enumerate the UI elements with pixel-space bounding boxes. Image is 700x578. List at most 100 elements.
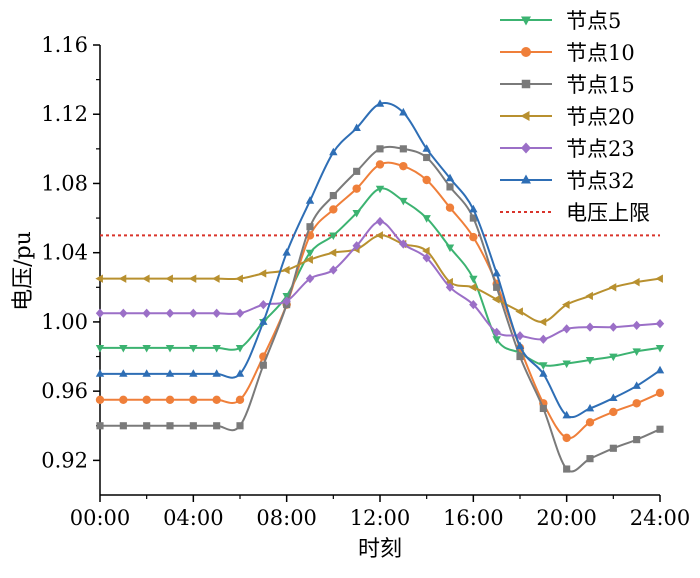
data-point [305, 196, 315, 204]
data-point [329, 192, 337, 200]
data-point [142, 395, 151, 405]
data-point [562, 433, 571, 443]
data-point [632, 348, 641, 356]
x-tick-label: 20:00 [536, 506, 597, 530]
legend: 节点5 节点10 节点15 节点20 节点23 节点32 电压上限 [500, 9, 650, 225]
data-point [515, 331, 525, 341]
data-point [235, 395, 245, 405]
data-point [445, 244, 455, 253]
data-point [375, 231, 383, 240]
data-point [259, 317, 268, 325]
data-point [399, 239, 408, 249]
y-tick-label: 1.08 [41, 171, 88, 195]
legend-item-1: 节点5 [500, 9, 621, 33]
data-point [538, 317, 547, 327]
data-point [655, 365, 665, 374]
data-point [258, 269, 267, 278]
data-point [493, 283, 501, 291]
data-point [422, 175, 431, 185]
data-point [95, 395, 105, 405]
legend-label: 节点20 [566, 105, 635, 129]
data-point [119, 308, 128, 318]
data-point [445, 203, 455, 212]
data-point [375, 185, 385, 194]
data-point [235, 369, 245, 377]
data-point [609, 444, 617, 452]
data-point [118, 274, 127, 283]
y-tick-label: 1.16 [41, 33, 88, 57]
data-point [119, 369, 128, 377]
data-point [165, 274, 173, 283]
data-point [189, 422, 197, 430]
data-point [165, 344, 175, 353]
data-point [563, 465, 571, 473]
data-point [189, 395, 198, 405]
data-point [95, 369, 105, 377]
data-point [143, 422, 151, 430]
data-point [539, 334, 548, 344]
data-point [212, 274, 220, 283]
data-point [259, 361, 267, 369]
data-point [282, 296, 291, 306]
data-point [469, 232, 478, 242]
data-point [608, 283, 617, 292]
legend-item-6: 节点32 [500, 169, 635, 193]
x-tick-label: 16:00 [443, 506, 504, 530]
data-point [632, 320, 641, 331]
data-point [353, 167, 361, 175]
data-point [375, 99, 385, 107]
data-point [165, 308, 175, 318]
data-point [655, 319, 665, 329]
series-line [99, 234, 661, 323]
data-point [609, 322, 618, 332]
data-point [352, 209, 361, 218]
data-point [212, 308, 221, 318]
data-point [95, 274, 103, 283]
data-point [422, 215, 431, 223]
series-4 [95, 231, 663, 327]
legend-item-4: 节点20 [500, 105, 635, 129]
data-point [352, 184, 361, 193]
series-2 [95, 160, 665, 443]
data-point [516, 352, 524, 361]
data-point [305, 249, 315, 258]
data-point [422, 253, 431, 263]
data-point [632, 399, 641, 408]
data-point [399, 197, 408, 206]
y-tick-label: 1.04 [41, 241, 88, 265]
data-point [422, 144, 431, 152]
data-point [96, 422, 104, 430]
data-point [468, 283, 477, 292]
data-point [585, 291, 593, 301]
data-point [119, 395, 128, 405]
series-6 [95, 99, 665, 419]
data-point [423, 153, 431, 162]
data-point [235, 308, 245, 318]
data-point [329, 205, 338, 214]
data-point [188, 274, 197, 283]
data-point [142, 308, 151, 318]
data-point [142, 344, 151, 353]
legend-marker [521, 174, 531, 184]
data-point [492, 268, 501, 277]
legend-marker [521, 142, 531, 154]
data-point [305, 274, 315, 284]
data-point [282, 248, 291, 256]
y-tick-label: 1.12 [41, 102, 88, 126]
series-group [95, 99, 665, 473]
data-point [492, 327, 501, 337]
y-tick-label: 0.96 [41, 379, 88, 403]
data-point [376, 145, 384, 153]
data-point [189, 308, 198, 318]
data-point [329, 232, 338, 241]
data-point [95, 308, 105, 318]
data-point [282, 265, 290, 275]
data-point [562, 410, 571, 419]
data-point [212, 344, 221, 353]
data-point [305, 255, 313, 264]
data-point [585, 403, 595, 412]
data-point [539, 404, 547, 413]
data-point [633, 436, 641, 444]
data-point [399, 161, 408, 171]
